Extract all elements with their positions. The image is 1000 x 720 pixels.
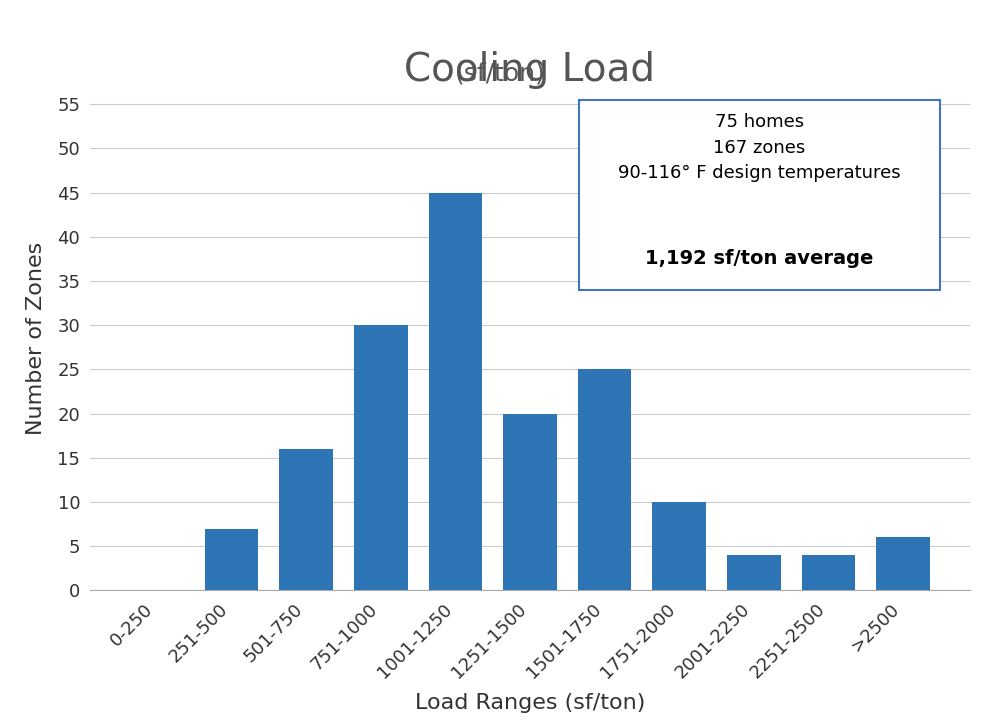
Title: Cooling Load: Cooling Load xyxy=(404,51,656,89)
Bar xyxy=(802,555,855,590)
Bar xyxy=(354,325,408,590)
Bar xyxy=(578,369,631,590)
FancyBboxPatch shape xyxy=(579,99,940,289)
Bar xyxy=(876,537,930,590)
Bar xyxy=(279,449,333,590)
Bar xyxy=(429,192,482,590)
Bar xyxy=(503,413,557,590)
Text: 1,192 sf/ton average: 1,192 sf/ton average xyxy=(645,248,874,268)
Y-axis label: Number of Zones: Number of Zones xyxy=(26,242,46,435)
Bar xyxy=(727,555,781,590)
Bar xyxy=(205,528,258,590)
Text: (sf/ton): (sf/ton) xyxy=(455,61,545,85)
X-axis label: Load Ranges (sf/ton): Load Ranges (sf/ton) xyxy=(415,693,645,714)
Bar xyxy=(652,502,706,590)
Text: 75 homes
167 zones
90-116° F design temperatures: 75 homes 167 zones 90-116° F design temp… xyxy=(618,113,901,182)
